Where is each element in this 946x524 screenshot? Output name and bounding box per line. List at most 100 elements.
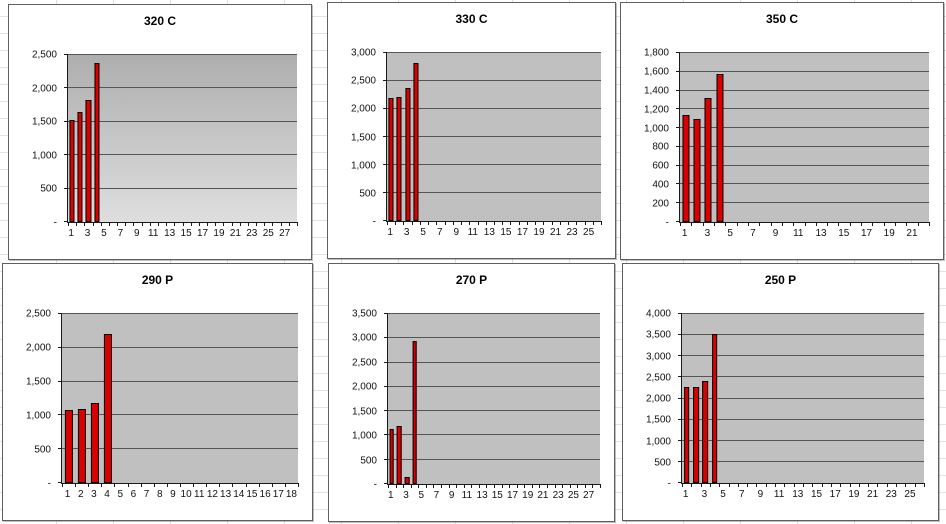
bar[interactable]: [413, 62, 419, 221]
x-tick-label: 3: [403, 227, 410, 238]
bar[interactable]: [64, 410, 73, 483]
x-tick: [410, 484, 412, 488]
chart-320c[interactable]: 320 C -500 1,000 1,500 2,000 2,500 1 3 5 7 9 11 13…: [8, 4, 312, 260]
bar[interactable]: [702, 380, 709, 483]
y-axis-labels: - 500 1,000 1,500 2,000 2,500: [9, 50, 63, 229]
x-tick: [141, 222, 143, 226]
y-tick-label: 1,000: [31, 150, 57, 162]
x-tick: [917, 222, 919, 226]
chart-270p[interactable]: 270 P - 500 1,000 1,500 2,000 2,500 3,000 3,500…: [328, 263, 615, 522]
x-tick-label: 11: [194, 489, 205, 500]
y-tick-label: 400: [652, 179, 669, 191]
x-tick: [759, 222, 761, 226]
x-tick-label: 17: [506, 490, 519, 501]
x-tick: [117, 222, 119, 226]
x-tick-label: 7: [433, 490, 440, 501]
x-tick-label: 16: [259, 489, 271, 500]
chart-350c[interactable]: 350 C - 200 400 600 800 1,000 1,200 1,400 1,600 1…: [620, 2, 944, 260]
bar[interactable]: [69, 120, 75, 222]
x-tick: [713, 222, 715, 226]
bar[interactable]: [716, 74, 724, 222]
x-tick-label: 17: [860, 228, 873, 239]
y-tick-label: -: [373, 479, 377, 491]
bar[interactable]: [704, 98, 712, 222]
bar[interactable]: [77, 408, 86, 483]
bar[interactable]: [412, 340, 417, 484]
x-tick: [444, 221, 446, 225]
y-tick: [383, 107, 387, 109]
y-tick-label: -: [53, 217, 57, 229]
x-tick-label: 19: [883, 228, 895, 239]
y-axis-labels: - 500 1,000 1,500 2,000 2,500 3,000 3,500 4,000: [623, 309, 677, 490]
x-tick: [906, 222, 908, 226]
y-tick-label: 1,200: [643, 104, 669, 116]
x-tick: [554, 484, 556, 488]
x-tick: [403, 221, 405, 225]
y-tick-label: 1,500: [645, 414, 671, 426]
bar[interactable]: [389, 429, 395, 484]
bar[interactable]: [94, 63, 100, 222]
bar[interactable]: [711, 333, 718, 483]
x-tick-label: 15: [838, 228, 850, 239]
x-tick: [88, 483, 90, 487]
y-tick-label: 3,000: [350, 47, 376, 59]
x-tick: [747, 483, 749, 487]
bar[interactable]: [405, 87, 411, 221]
x-tick: [518, 221, 520, 225]
bar[interactable]: [90, 403, 99, 483]
x-tick: [691, 222, 693, 226]
chart-250p[interactable]: 250 P - 500 1,000 1,500 2,000 2,500 3,000 3,500…: [622, 263, 939, 521]
x-tick: [531, 484, 533, 488]
y-tick: [384, 483, 388, 484]
x-tick-label: 5: [418, 490, 424, 501]
x-tick: [747, 222, 749, 226]
x-tick: [75, 483, 77, 487]
x-tick: [725, 222, 727, 226]
bar[interactable]: [388, 97, 394, 221]
x-tick: [849, 222, 851, 226]
x-axis-labels: 1 3 5 7 9 11 13 15 17 19 21 23 25 27: [387, 490, 600, 503]
x-tick: [486, 484, 488, 488]
x-tick: [584, 221, 586, 225]
bar[interactable]: [682, 114, 690, 222]
x-tick: [559, 221, 561, 225]
x-axis-labels: 1 3 5 7 9 11 13 15 17 19 21: [679, 228, 929, 241]
x-tick-label: 7: [750, 228, 756, 239]
x-tick-label: 13: [792, 489, 804, 500]
y-tick: [58, 313, 62, 314]
x-tick-label: 3: [701, 489, 708, 500]
x-tick: [149, 222, 151, 226]
bar[interactable]: [693, 118, 701, 222]
gridline: [388, 313, 600, 314]
x-tick: [258, 483, 260, 487]
x-tick: [601, 221, 602, 225]
y-tick-label: 2,000: [350, 103, 376, 115]
x-tick: [448, 484, 450, 488]
x-tick: [215, 222, 217, 226]
bar[interactable]: [404, 476, 410, 484]
x-tick: [271, 483, 273, 487]
x-tick: [737, 483, 739, 487]
x-tick-label: 23: [566, 227, 578, 238]
bar[interactable]: [693, 386, 699, 483]
gridline: [680, 127, 929, 129]
x-tick: [682, 483, 683, 487]
y-axis-labels: - 200 400 600 800 1,000 1,200 1,400 1,600 1,800: [621, 48, 675, 229]
y-axis-labels: - 500 1,000 1,500 2,000 2,500: [3, 309, 57, 490]
x-tick: [868, 483, 870, 487]
bar[interactable]: [77, 112, 83, 222]
bar[interactable]: [683, 386, 690, 483]
y-tick: [384, 385, 388, 387]
bar[interactable]: [397, 426, 402, 484]
bar[interactable]: [396, 97, 402, 221]
bar[interactable]: [103, 333, 112, 483]
gridline: [680, 89, 929, 91]
x-tick: [231, 222, 233, 226]
y-tick-label: 2,500: [645, 372, 671, 384]
x-tick: [153, 483, 155, 487]
bar[interactable]: [85, 99, 91, 222]
y-tick-label: 2,500: [25, 308, 51, 320]
x-tick: [494, 484, 495, 488]
